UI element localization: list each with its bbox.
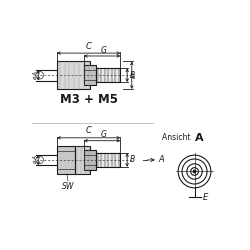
Text: B: B (130, 71, 135, 80)
Circle shape (192, 170, 196, 173)
Text: B: B (130, 156, 135, 164)
Text: C: C (86, 42, 91, 51)
Text: A: A (194, 133, 203, 143)
Bar (84, 150, 96, 170)
Text: E: E (203, 193, 208, 202)
Bar (57, 62, 90, 89)
Text: ø A: ø A (33, 156, 38, 164)
Text: M3 + M5: M3 + M5 (60, 93, 118, 106)
Text: G: G (101, 130, 107, 139)
Text: Ansicht: Ansicht (162, 133, 192, 142)
Text: ø F: ø F (132, 71, 136, 79)
Text: ø A: ø A (33, 71, 38, 80)
Bar (96, 153, 120, 167)
Bar (84, 65, 96, 85)
Bar (75, 146, 90, 174)
Bar (96, 68, 120, 82)
Bar (57, 146, 75, 174)
Text: G: G (101, 46, 107, 55)
Text: A: A (158, 156, 164, 164)
Text: C: C (86, 126, 91, 136)
Text: SW: SW (62, 182, 74, 192)
